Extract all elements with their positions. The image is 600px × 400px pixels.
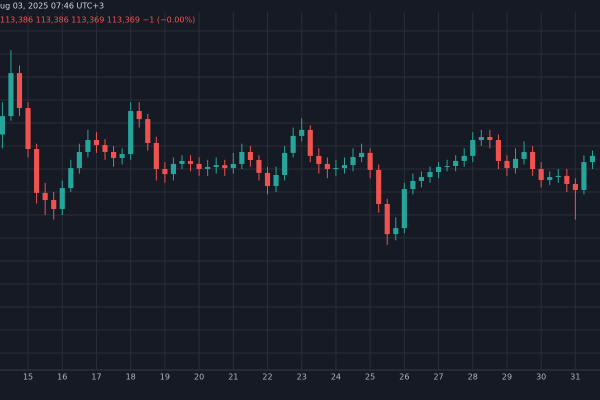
candle-body bbox=[547, 177, 553, 181]
candle-body bbox=[196, 163, 202, 169]
candle-body bbox=[427, 171, 433, 178]
x-tick-label: 25 bbox=[365, 373, 375, 382]
candle-body bbox=[299, 129, 305, 136]
candle-body bbox=[316, 155, 322, 164]
candle-body bbox=[0, 116, 5, 135]
candle-body bbox=[453, 160, 459, 167]
candle-body bbox=[367, 152, 373, 170]
candle-body bbox=[8, 73, 14, 117]
candle-body bbox=[136, 111, 142, 120]
candle-body bbox=[16, 73, 23, 109]
x-tick-label: 26 bbox=[399, 373, 409, 382]
candle-body bbox=[410, 180, 416, 190]
candle-body bbox=[589, 155, 596, 163]
candle-body bbox=[111, 151, 117, 158]
x-tick-label: 28 bbox=[468, 373, 478, 382]
candle-body bbox=[179, 160, 185, 164]
candle-body bbox=[333, 168, 339, 170]
candle-body bbox=[93, 140, 100, 146]
candle-body bbox=[521, 151, 527, 159]
candle-body bbox=[572, 183, 578, 190]
candle-body bbox=[59, 188, 65, 210]
candle-body bbox=[51, 200, 57, 210]
candle-body bbox=[247, 151, 253, 161]
x-tick-label: 29 bbox=[502, 373, 512, 382]
x-tick-label: 24 bbox=[331, 373, 341, 382]
candle-body bbox=[205, 166, 211, 169]
candle-body bbox=[461, 155, 467, 161]
x-tick-label: 17 bbox=[91, 373, 101, 382]
candle-body bbox=[376, 169, 382, 204]
candle-body bbox=[25, 108, 31, 149]
candle-body bbox=[282, 152, 288, 175]
candle-body bbox=[324, 163, 330, 169]
candle-body bbox=[34, 148, 40, 193]
x-tick-label: 27 bbox=[433, 373, 443, 382]
candle-body bbox=[119, 154, 125, 158]
x-tick-label: 30 bbox=[536, 373, 546, 382]
ohlc-legend: 113,386 113,386 113,369 113,369 −1 (−0.0… bbox=[0, 16, 195, 25]
candle-body bbox=[538, 169, 544, 181]
candle-body bbox=[102, 145, 108, 152]
candle-body bbox=[359, 152, 365, 158]
candle-body bbox=[555, 175, 561, 178]
candle-body bbox=[470, 140, 476, 156]
candle-body bbox=[85, 140, 91, 152]
candle-body bbox=[487, 137, 493, 141]
candle-body bbox=[401, 189, 407, 229]
x-tick-label: 16 bbox=[57, 373, 67, 382]
candle-body bbox=[273, 174, 279, 187]
candle-body bbox=[444, 166, 450, 168]
x-tick-label: 18 bbox=[126, 373, 136, 382]
candle-body bbox=[581, 162, 587, 190]
candle-body bbox=[128, 111, 134, 155]
x-tick-label: 23 bbox=[297, 373, 307, 382]
candle-body bbox=[162, 169, 168, 175]
candle-body bbox=[530, 151, 536, 169]
x-tick-label: 21 bbox=[228, 373, 238, 382]
candle-body bbox=[239, 151, 245, 164]
candle-body bbox=[478, 137, 484, 141]
chart-title: ug 03, 2025 07:46 UTC+3 bbox=[0, 2, 104, 11]
candle-body bbox=[230, 163, 236, 169]
candle-body bbox=[418, 177, 425, 181]
candle-body bbox=[384, 203, 390, 235]
candle-body bbox=[350, 157, 356, 166]
candle-body bbox=[213, 165, 219, 167]
x-tick-label: 31 bbox=[570, 373, 580, 382]
candle-body bbox=[504, 160, 510, 169]
candle-body bbox=[145, 119, 151, 144]
candle-body bbox=[264, 172, 271, 187]
candle-body bbox=[68, 168, 74, 189]
x-tick-label: 22 bbox=[262, 373, 272, 382]
candle-body bbox=[153, 143, 159, 169]
x-tick-label: 19 bbox=[160, 373, 170, 382]
candle-body bbox=[495, 140, 501, 161]
candle-body bbox=[76, 151, 82, 169]
candle-body bbox=[170, 163, 176, 175]
candle-body bbox=[435, 166, 442, 172]
candle-body bbox=[564, 175, 570, 184]
candle-body bbox=[307, 129, 313, 156]
candle-body bbox=[256, 160, 262, 173]
candle-body bbox=[187, 160, 194, 164]
x-tick-label: 20 bbox=[194, 373, 204, 382]
x-tick-label: 15 bbox=[23, 373, 33, 382]
candle-body bbox=[290, 135, 296, 153]
candle-body bbox=[393, 228, 399, 235]
candle-body bbox=[42, 192, 48, 201]
candle-body bbox=[222, 165, 228, 169]
candle-body bbox=[341, 165, 348, 169]
candle-body bbox=[512, 158, 519, 169]
